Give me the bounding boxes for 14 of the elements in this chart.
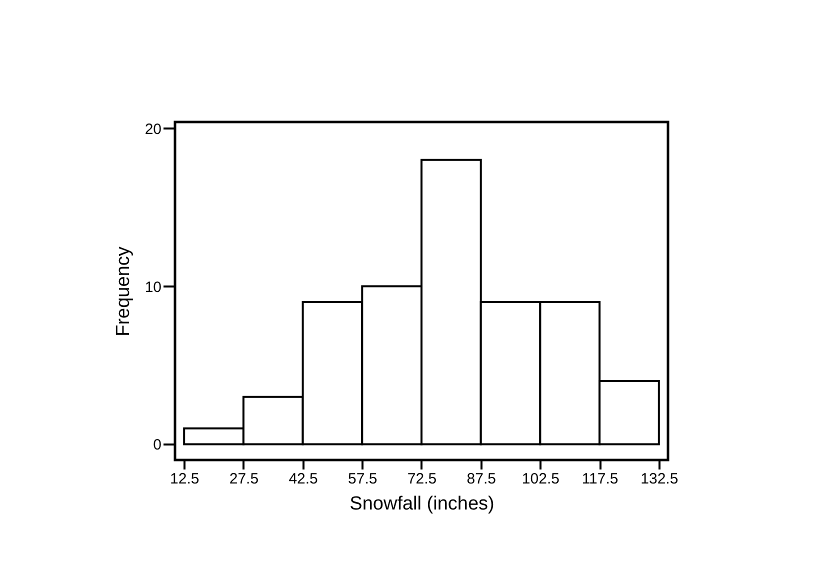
x-tick-label: 12.5 (170, 470, 200, 488)
x-tick-label: 27.5 (229, 470, 259, 488)
x-tick-label: 132.5 (640, 470, 678, 488)
x-tick-label: 42.5 (288, 470, 318, 488)
x-tick-label: 87.5 (466, 470, 496, 488)
x-tick-label: 57.5 (348, 470, 378, 488)
x-axis-title: Snowfall (inches) (350, 494, 494, 514)
y-tick-label: 20 (144, 120, 162, 138)
x-tick-label: 102.5 (522, 470, 560, 488)
y-axis-title: Frequency (112, 246, 134, 336)
y-tick-label: 0 (153, 436, 162, 454)
y-tick-label: 10 (144, 278, 162, 296)
x-tick-label: 72.5 (407, 470, 437, 488)
x-tick-label: 117.5 (582, 470, 618, 488)
